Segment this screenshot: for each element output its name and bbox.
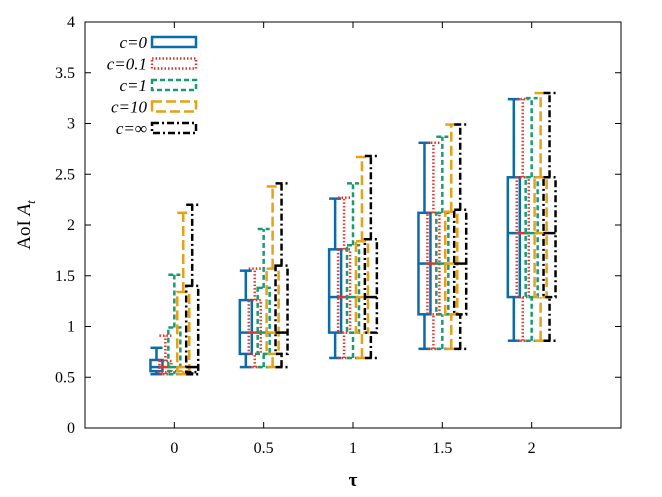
box-iqr bbox=[533, 176, 548, 299]
series-c=1 bbox=[167, 96, 539, 376]
y-tick-label: 2 bbox=[67, 217, 75, 234]
series-c=∞ bbox=[184, 91, 557, 376]
legend-swatch bbox=[150, 35, 198, 49]
legend-label: c=1 bbox=[119, 76, 147, 95]
series-c=10 bbox=[176, 91, 548, 376]
box-iqr bbox=[265, 267, 280, 356]
x-tick-label: 0 bbox=[170, 440, 178, 457]
y-tick-label: 3.5 bbox=[55, 65, 75, 82]
legend-swatch bbox=[150, 78, 198, 92]
y-axis-label-sub: t bbox=[23, 200, 38, 204]
box-iqr bbox=[354, 239, 370, 334]
y-axis-label-main: AoI bbox=[14, 215, 35, 249]
box-iqr bbox=[336, 248, 352, 334]
x-tick-label: 1.5 bbox=[432, 440, 452, 457]
box-iqr bbox=[149, 358, 164, 373]
legend-swatch bbox=[150, 57, 198, 70]
legend-swatch bbox=[150, 121, 198, 135]
box-iqr bbox=[345, 244, 361, 334]
box-iqr bbox=[515, 176, 530, 299]
y-tick-label: 0.5 bbox=[55, 369, 75, 386]
box-iqr bbox=[452, 208, 468, 316]
plot-frame bbox=[84, 21, 622, 429]
box-iqr bbox=[176, 290, 191, 373]
x-tick-label: 1 bbox=[349, 440, 357, 457]
box-iqr bbox=[542, 176, 557, 299]
y-tick-label: 3 bbox=[67, 116, 75, 133]
y-tick-label: 4 bbox=[67, 14, 75, 31]
x-tick-label: 0.5 bbox=[254, 440, 274, 457]
box-iqr bbox=[184, 284, 200, 374]
y-tick-label: 1 bbox=[67, 319, 75, 336]
y-axis-label-symbol: A bbox=[14, 203, 35, 217]
box-iqr bbox=[247, 298, 262, 356]
y-tick-label: 2.5 bbox=[55, 166, 75, 183]
legend: c=0 c=0.1 c=1 c=10 c=∞ bbox=[107, 33, 198, 138]
box-iqr bbox=[238, 298, 254, 356]
box-iqr bbox=[256, 286, 271, 356]
series-c=0.1 bbox=[158, 97, 530, 376]
box-iqr bbox=[274, 264, 289, 356]
tick-labels-layer: 0 0.5 1 1.5 2 2.5 3 3.5 4 0 0.5 1 1.5 2 bbox=[55, 14, 536, 457]
legend-label: c=0 bbox=[119, 33, 147, 52]
y-axis-label: AoI At bbox=[14, 200, 38, 250]
legend-label: c=0.1 bbox=[107, 55, 147, 74]
legend-label: c=∞ bbox=[116, 119, 147, 138]
box-iqr bbox=[506, 176, 522, 299]
legend-label: c=10 bbox=[111, 98, 148, 117]
box-iqr bbox=[167, 326, 182, 373]
box-iqr bbox=[363, 237, 379, 334]
y-tick-label: 1.5 bbox=[55, 268, 75, 285]
x-axis-label: τ bbox=[349, 470, 358, 491]
box-iqr bbox=[524, 176, 539, 299]
x-tick-label: 2 bbox=[528, 440, 536, 457]
y-tick-label: 0 bbox=[67, 420, 75, 437]
legend-swatch bbox=[150, 100, 198, 113]
series-c=0 bbox=[149, 97, 522, 376]
box-iqr bbox=[327, 248, 343, 334]
boxes-layer bbox=[149, 91, 557, 376]
